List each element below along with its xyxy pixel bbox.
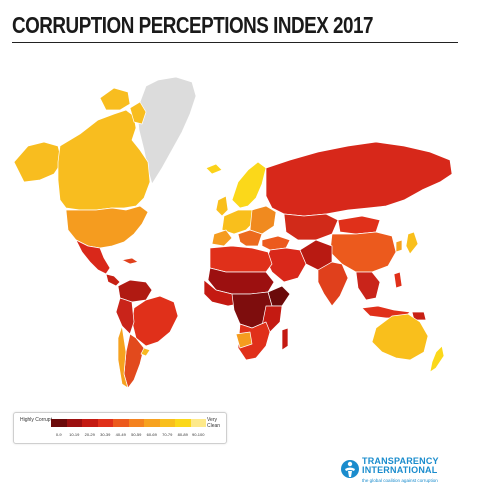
region-southern-europe[interactable] [237,229,263,247]
region-alaska[interactable] [13,141,63,183]
legend-tick-label: 50-59 [131,432,142,437]
region-mexico[interactable] [75,239,111,275]
legend-tick-labels: 0-9 10-19 20-29 30-39 40-49 50-59 60-69 70-79 80… [51,432,206,437]
region-uk[interactable] [215,195,229,217]
legend-tick-label: 0-9 [55,432,62,437]
region-canada[interactable] [57,109,151,211]
region-australia[interactable] [371,313,429,361]
legend-tick-label: 10-19 [69,432,80,437]
region-mongolia[interactable] [337,215,381,235]
region-iberia[interactable] [211,229,233,247]
legend-swatch [113,419,129,427]
legend-swatch [97,419,113,427]
legend-tick-label: 80-89 [177,432,188,437]
region-russia[interactable] [265,141,453,217]
region-arctic-islands[interactable] [99,87,131,111]
region-botswana[interactable] [235,331,253,349]
region-baffin[interactable] [129,101,147,125]
region-west-africa[interactable] [203,279,239,307]
legend-tick-label: 40-49 [115,432,126,437]
region-madagascar[interactable] [281,327,289,351]
logo-name-line1: TRANSPARENCY [362,456,439,466]
region-central-asia[interactable] [283,213,339,241]
region-sahel[interactable] [207,267,275,295]
region-andes[interactable] [115,297,135,335]
region-korea[interactable] [395,239,403,253]
legend-tick-label: 20-29 [84,432,95,437]
region-japan[interactable] [405,231,419,255]
legend-swatch [128,419,144,427]
legend-low-label: Highly Corrupt [20,417,52,423]
region-southeast-asia[interactable] [355,271,381,301]
region-eastern-europe[interactable] [249,205,277,235]
globe-figure-icon [341,460,359,478]
region-greenland[interactable] [136,76,197,185]
title-divider [12,42,458,43]
transparency-international-logo: TRANSPARENCY INTERNATIONAL the global co… [340,456,465,488]
legend-swatch [144,419,160,427]
world-map [13,76,453,389]
region-caribbean[interactable] [121,257,139,265]
region-uruguay[interactable] [140,347,151,357]
region-middle-east[interactable] [265,247,307,283]
legend-swatch [82,419,98,427]
legend-tick-label: 90-100 [192,432,205,437]
legend-swatch [175,419,191,427]
legend-high-label: Very Clean [207,417,221,429]
region-chile[interactable] [117,325,129,389]
logo-name-line2: INTERNATIONAL [362,465,438,475]
legend-swatch [66,419,82,427]
region-brazil[interactable] [131,295,179,347]
region-new-zealand[interactable] [429,345,445,373]
region-central-america[interactable] [105,273,121,287]
page-title: CORRUPTION PERCEPTIONS INDEX 2017 [12,12,374,38]
region-scandinavia[interactable] [231,161,267,209]
legend-swatch [190,419,206,427]
legend-swatch [159,419,175,427]
legend-color-scale [51,419,206,427]
map-legend: Highly Corrupt Very Clean 0-9 10-19 20-29 3… [13,412,227,444]
region-north-africa[interactable] [209,245,273,273]
region-iceland[interactable] [205,163,223,175]
region-china[interactable] [329,231,397,273]
legend-swatch [51,419,67,427]
region-philippines[interactable] [393,271,403,289]
legend-tick-label: 60-69 [146,432,157,437]
region-southern-africa[interactable] [237,321,271,361]
legend-tick-label: 70-79 [162,432,173,437]
legend-tick-label: 30-39 [100,432,111,437]
logo-tagline: the global coalition against corruption [362,478,438,483]
region-india[interactable] [317,261,349,307]
